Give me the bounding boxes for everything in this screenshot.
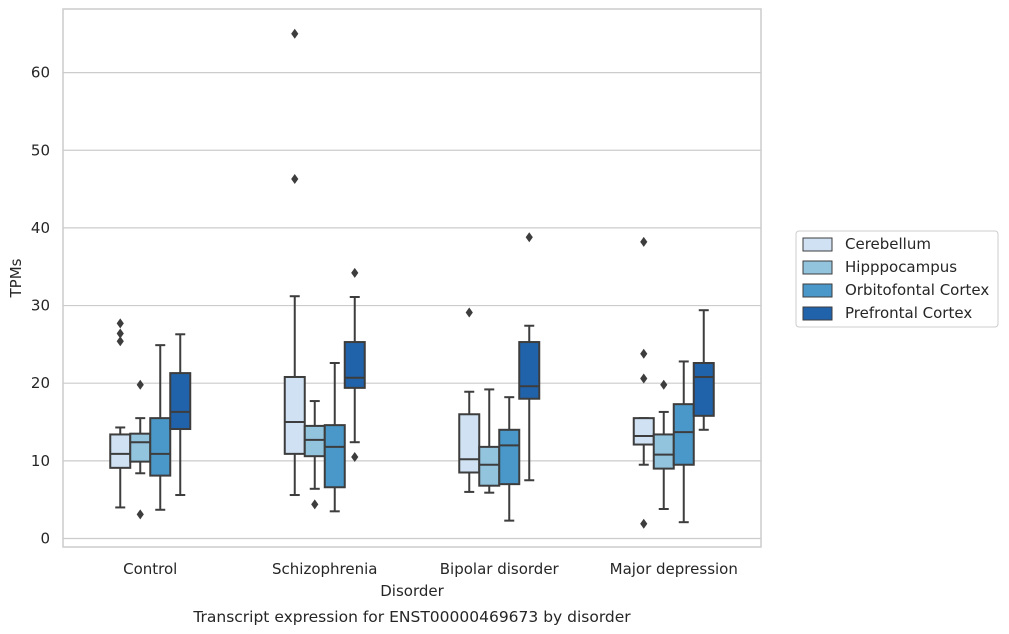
box-0-1	[283, 28, 306, 497]
x-tick-label: Bipolar disorder	[440, 560, 560, 578]
outlier-point	[465, 307, 473, 318]
legend-swatch	[802, 283, 833, 298]
legend-label: Prefrontal Cortex	[845, 304, 972, 322]
outlier-point	[351, 451, 359, 462]
box-3-0	[169, 333, 192, 497]
y-tick-label: 40	[31, 219, 50, 237]
legend: Cerebellum Hipppocampus Orbitofontal Corte…	[795, 230, 999, 328]
y-tick-label: 60	[31, 64, 50, 82]
box-body	[692, 362, 715, 417]
x-tick-label: Schizophrenia	[272, 560, 377, 578]
outlier-point	[525, 232, 533, 243]
x-tick-label: Control	[123, 560, 177, 578]
legend-swatch	[802, 237, 833, 252]
x-axis-label: Disorder	[380, 582, 444, 600]
outlier-point	[640, 373, 648, 384]
outlier-point	[351, 267, 359, 278]
box-3-1	[343, 267, 366, 462]
box-2-0	[149, 344, 172, 511]
box-body	[303, 424, 326, 458]
box-2-2	[498, 396, 521, 522]
outlier-point	[116, 328, 124, 339]
plot-frame	[62, 8, 762, 548]
box-3-2	[518, 232, 541, 482]
box-body	[149, 417, 172, 477]
outlier-point	[311, 499, 319, 510]
box-body	[672, 403, 695, 466]
box-body	[652, 433, 675, 470]
y-tick-label: 10	[31, 452, 50, 470]
box-body	[632, 417, 655, 446]
y-tick-label: 50	[31, 141, 50, 159]
outlier-point	[136, 379, 144, 390]
box-0-2	[458, 307, 481, 493]
box-1-2	[478, 388, 501, 494]
legend-frame	[795, 230, 999, 328]
box-body	[129, 432, 152, 463]
box-body	[478, 445, 501, 487]
box-body	[283, 375, 306, 455]
legend-swatch	[802, 306, 833, 321]
legend-label: Hipppocampus	[845, 258, 957, 276]
box-1-0	[129, 379, 152, 520]
chart-caption: Transcript expression for ENST0000046967…	[192, 608, 631, 626]
x-tick-label: Major depression	[610, 560, 738, 578]
y-tick-label: 30	[31, 297, 50, 315]
box-body	[498, 428, 521, 486]
box-2-3	[672, 360, 695, 524]
outlier-point	[640, 348, 648, 359]
box-1-3	[652, 379, 675, 510]
box-body	[518, 341, 541, 400]
box-body	[323, 424, 346, 489]
x-tick-labels: Control Schizophrenia Bipolar disorder Majo…	[123, 560, 738, 578]
box-0-0	[109, 318, 132, 509]
legend-label: Orbitofontal Cortex	[845, 281, 989, 299]
y-tick-labels: 0 10 20 30 40 50 60	[31, 64, 50, 548]
legend-label: Cerebellum	[845, 235, 931, 253]
box-3-3	[692, 309, 715, 431]
box-2-1	[323, 362, 346, 513]
box-body	[169, 372, 192, 431]
outlier-point	[291, 28, 299, 39]
y-tick-label: 0	[40, 530, 50, 548]
y-axis-label: TPMs	[7, 258, 25, 298]
y-tick-label: 20	[31, 374, 50, 392]
outlier-point	[116, 318, 124, 329]
outlier-point	[291, 173, 299, 184]
outlier-point	[660, 379, 668, 390]
box-body	[109, 433, 132, 469]
box-body	[458, 413, 481, 474]
box-body	[343, 341, 366, 389]
box-series	[109, 28, 715, 529]
legend-swatch	[802, 260, 833, 275]
outlier-point	[640, 236, 648, 247]
box-0-3	[632, 236, 655, 529]
outlier-point	[640, 518, 648, 529]
outlier-point	[136, 509, 144, 520]
outlier-point	[116, 336, 124, 347]
